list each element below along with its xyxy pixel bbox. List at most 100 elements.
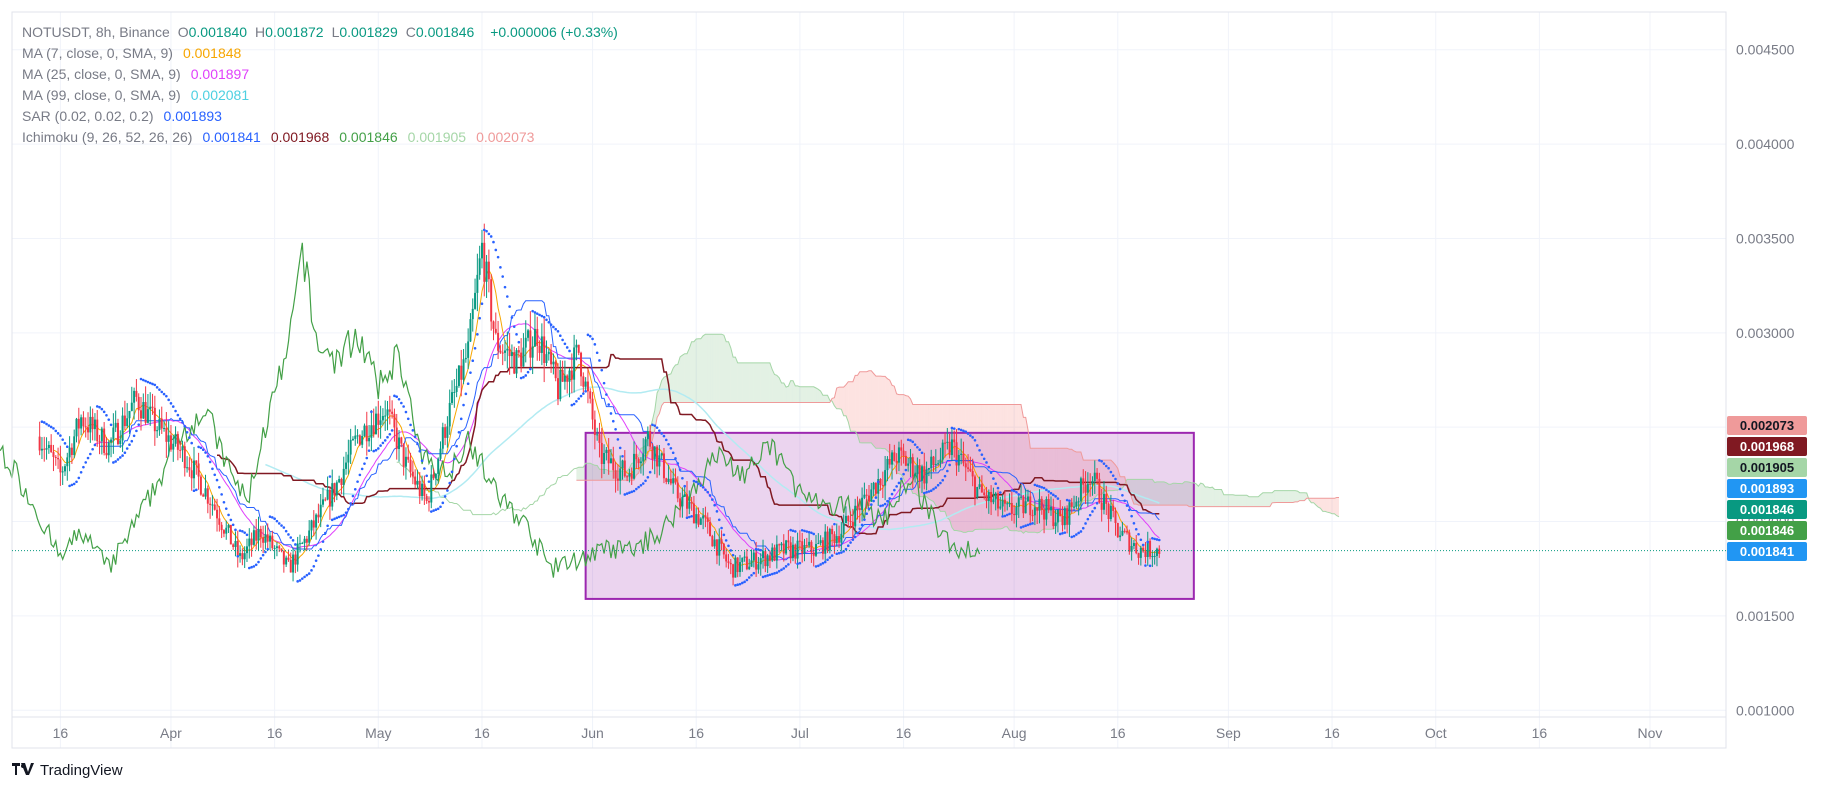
ma-99-line: [265, 386, 1160, 531]
sar-dot: [70, 483, 74, 487]
candle-body: [529, 330, 532, 358]
sar-dot: [950, 426, 954, 430]
price-label-box: [1727, 416, 1807, 435]
candle-body: [156, 430, 159, 432]
candle-body: [709, 521, 712, 537]
candle-body: [121, 415, 124, 441]
sar-dot: [185, 430, 189, 434]
symbol-title[interactable]: NOTUSDT, 8h, Binance: [22, 24, 170, 40]
candle-body: [126, 418, 129, 427]
sar-dot: [975, 444, 979, 447]
candle-body: [317, 514, 320, 518]
ichimoku-cloud-segment: [1166, 482, 1169, 506]
indicator-row[interactable]: MA (7, close, 0, SMA, 9) 0.001848: [22, 43, 622, 64]
candle-body: [1144, 551, 1147, 558]
sar-dot: [964, 430, 968, 433]
candle-body: [289, 559, 292, 573]
ichimoku-cloud-segment: [767, 362, 770, 403]
sar-dot: [775, 571, 779, 574]
ichimoku-cloud-segment: [1182, 481, 1185, 506]
candle-body: [522, 347, 525, 367]
sar-dot: [1148, 564, 1152, 568]
candle-body: [70, 447, 73, 455]
tradingview-brand[interactable]: TradingView: [12, 762, 123, 779]
sar-dot: [151, 382, 154, 386]
candle-body: [333, 483, 336, 496]
sar-dot: [459, 417, 463, 421]
ichimoku-cloud-segment: [749, 362, 752, 403]
ichimoku-cloud-segment: [776, 375, 780, 403]
candle-body: [983, 492, 986, 495]
sar-dot: [178, 417, 182, 421]
candle-body: [326, 489, 329, 500]
candle-body: [990, 491, 993, 503]
candle-body: [257, 528, 260, 541]
indicator-row[interactable]: Ichimoku (9, 26, 52, 26, 26) 0.001841 0.00…: [22, 127, 622, 148]
candle-body: [1123, 530, 1126, 532]
candle-body: [322, 499, 325, 505]
ichimoku-cloud-segment: [594, 465, 598, 481]
sar-dot: [326, 524, 329, 528]
y-tick-label: 0.001500: [1736, 608, 1795, 624]
indicator-row[interactable]: MA (99, close, 0, SMA, 9) 0.002081: [22, 85, 622, 106]
candle-body: [566, 375, 569, 382]
candle-body: [441, 427, 444, 449]
sar-dot: [1114, 477, 1117, 481]
sar-dot: [722, 533, 726, 537]
x-tick-label: Sep: [1216, 725, 1241, 741]
candle-body: [833, 534, 836, 544]
sar-dot: [582, 392, 585, 395]
ichimoku-lagging-line: [0, 242, 981, 578]
ichimoku-cloud-segment: [1200, 483, 1204, 507]
indicator-row[interactable]: SAR (0.02, 0.02, 0.2) 0.001893: [22, 106, 622, 127]
ichimoku-cloud-segment: [1288, 490, 1291, 503]
candle-body: [402, 443, 405, 467]
ichimoku-cloud-segment: [1302, 492, 1305, 501]
candle-body: [658, 455, 661, 467]
candle-body: [1049, 506, 1052, 511]
sar-dot: [441, 501, 445, 505]
indicator-row[interactable]: MA (25, close, 0, SMA, 9) 0.001897: [22, 64, 622, 85]
ichimoku-cloud-segment: [875, 376, 879, 449]
candle-body: [93, 419, 96, 430]
candle-body: [722, 543, 725, 555]
ichimoku-cloud-segment: [721, 334, 724, 403]
sar-dot: [904, 468, 908, 472]
sar-dot: [432, 509, 435, 512]
candle-body: [713, 539, 716, 547]
sar-dot: [1061, 531, 1064, 535]
candle-body: [969, 468, 972, 472]
indicator-value: 0.001968: [270, 129, 330, 145]
sar-dot: [65, 445, 69, 449]
price-label-text: 0.001846: [1740, 502, 1794, 517]
candle-body: [68, 447, 71, 458]
candle-body: [146, 409, 149, 423]
candle-body: [556, 378, 559, 400]
candle-body: [690, 501, 693, 504]
sar-dot: [708, 494, 712, 497]
sar-dot: [734, 584, 737, 587]
sar-dot: [77, 476, 81, 480]
ichimoku-cloud-segment: [728, 341, 731, 403]
candle-body: [370, 425, 373, 438]
sar-dot: [982, 457, 986, 461]
sar-dot: [390, 429, 394, 432]
ichimoku-cloud-segment: [1267, 492, 1270, 507]
sar-dot: [100, 407, 104, 411]
candle-body: [614, 470, 617, 479]
candle-body: [815, 544, 818, 556]
sar-dot: [492, 240, 495, 244]
sar-dot: [1077, 531, 1080, 535]
sar-dot: [89, 452, 92, 456]
candle-body: [531, 346, 534, 358]
candle-body: [616, 478, 619, 481]
ohlc-o: O0.001840: [177, 24, 248, 40]
candle-body: [241, 553, 244, 560]
sar-dot: [515, 333, 518, 336]
sar-dot: [376, 447, 380, 450]
candle-body: [734, 557, 737, 578]
candle-body: [89, 416, 92, 433]
candle-body: [900, 447, 903, 451]
candle-body: [480, 242, 483, 259]
